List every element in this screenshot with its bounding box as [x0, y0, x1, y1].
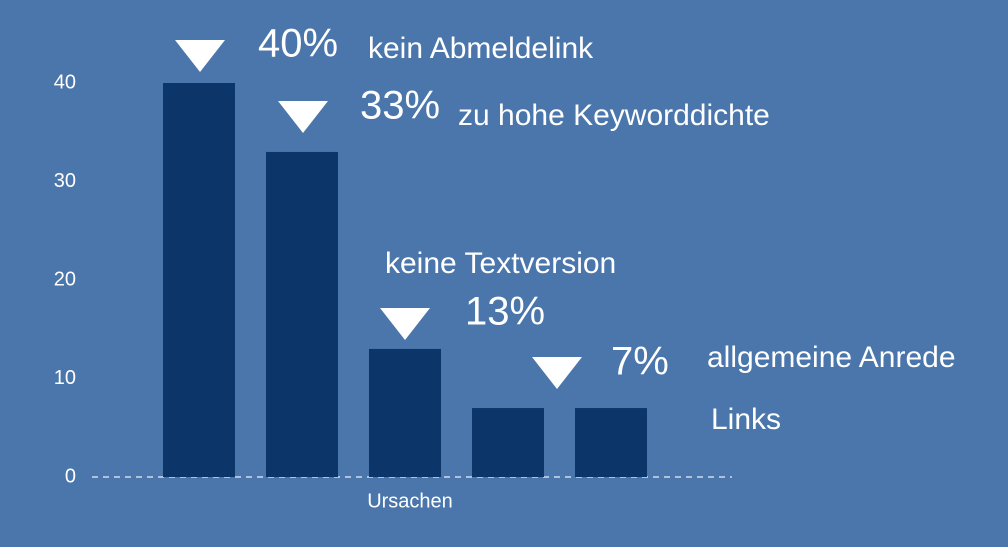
marker-triangle: [532, 357, 582, 389]
category-label: Links: [711, 403, 781, 436]
y-tick-label: 40: [54, 71, 76, 93]
y-tick-label: 30: [54, 170, 76, 192]
bar: [266, 151, 338, 477]
category-label: kein Abmeldelink: [368, 32, 594, 65]
value-label: 7%: [611, 340, 669, 384]
x-axis-label: Ursachen: [367, 490, 453, 512]
y-tick-label: 0: [65, 465, 76, 487]
bar: [472, 408, 544, 477]
marker-triangle: [175, 40, 225, 72]
bar: [163, 83, 235, 477]
value-label: 40%: [258, 22, 338, 66]
y-tick-label: 10: [54, 367, 76, 389]
category-label: allgemeine Anrede: [707, 341, 956, 374]
value-label: 13%: [465, 290, 545, 334]
category-label: keine Textversion: [385, 247, 616, 280]
marker-triangle: [278, 101, 328, 133]
y-tick-label: 20: [54, 268, 76, 290]
category-label: zu hohe Keyworddichte: [458, 99, 770, 132]
bar: [575, 408, 647, 477]
bar: [369, 348, 441, 477]
value-label: 33%: [360, 84, 440, 128]
marker-triangle: [380, 308, 430, 340]
